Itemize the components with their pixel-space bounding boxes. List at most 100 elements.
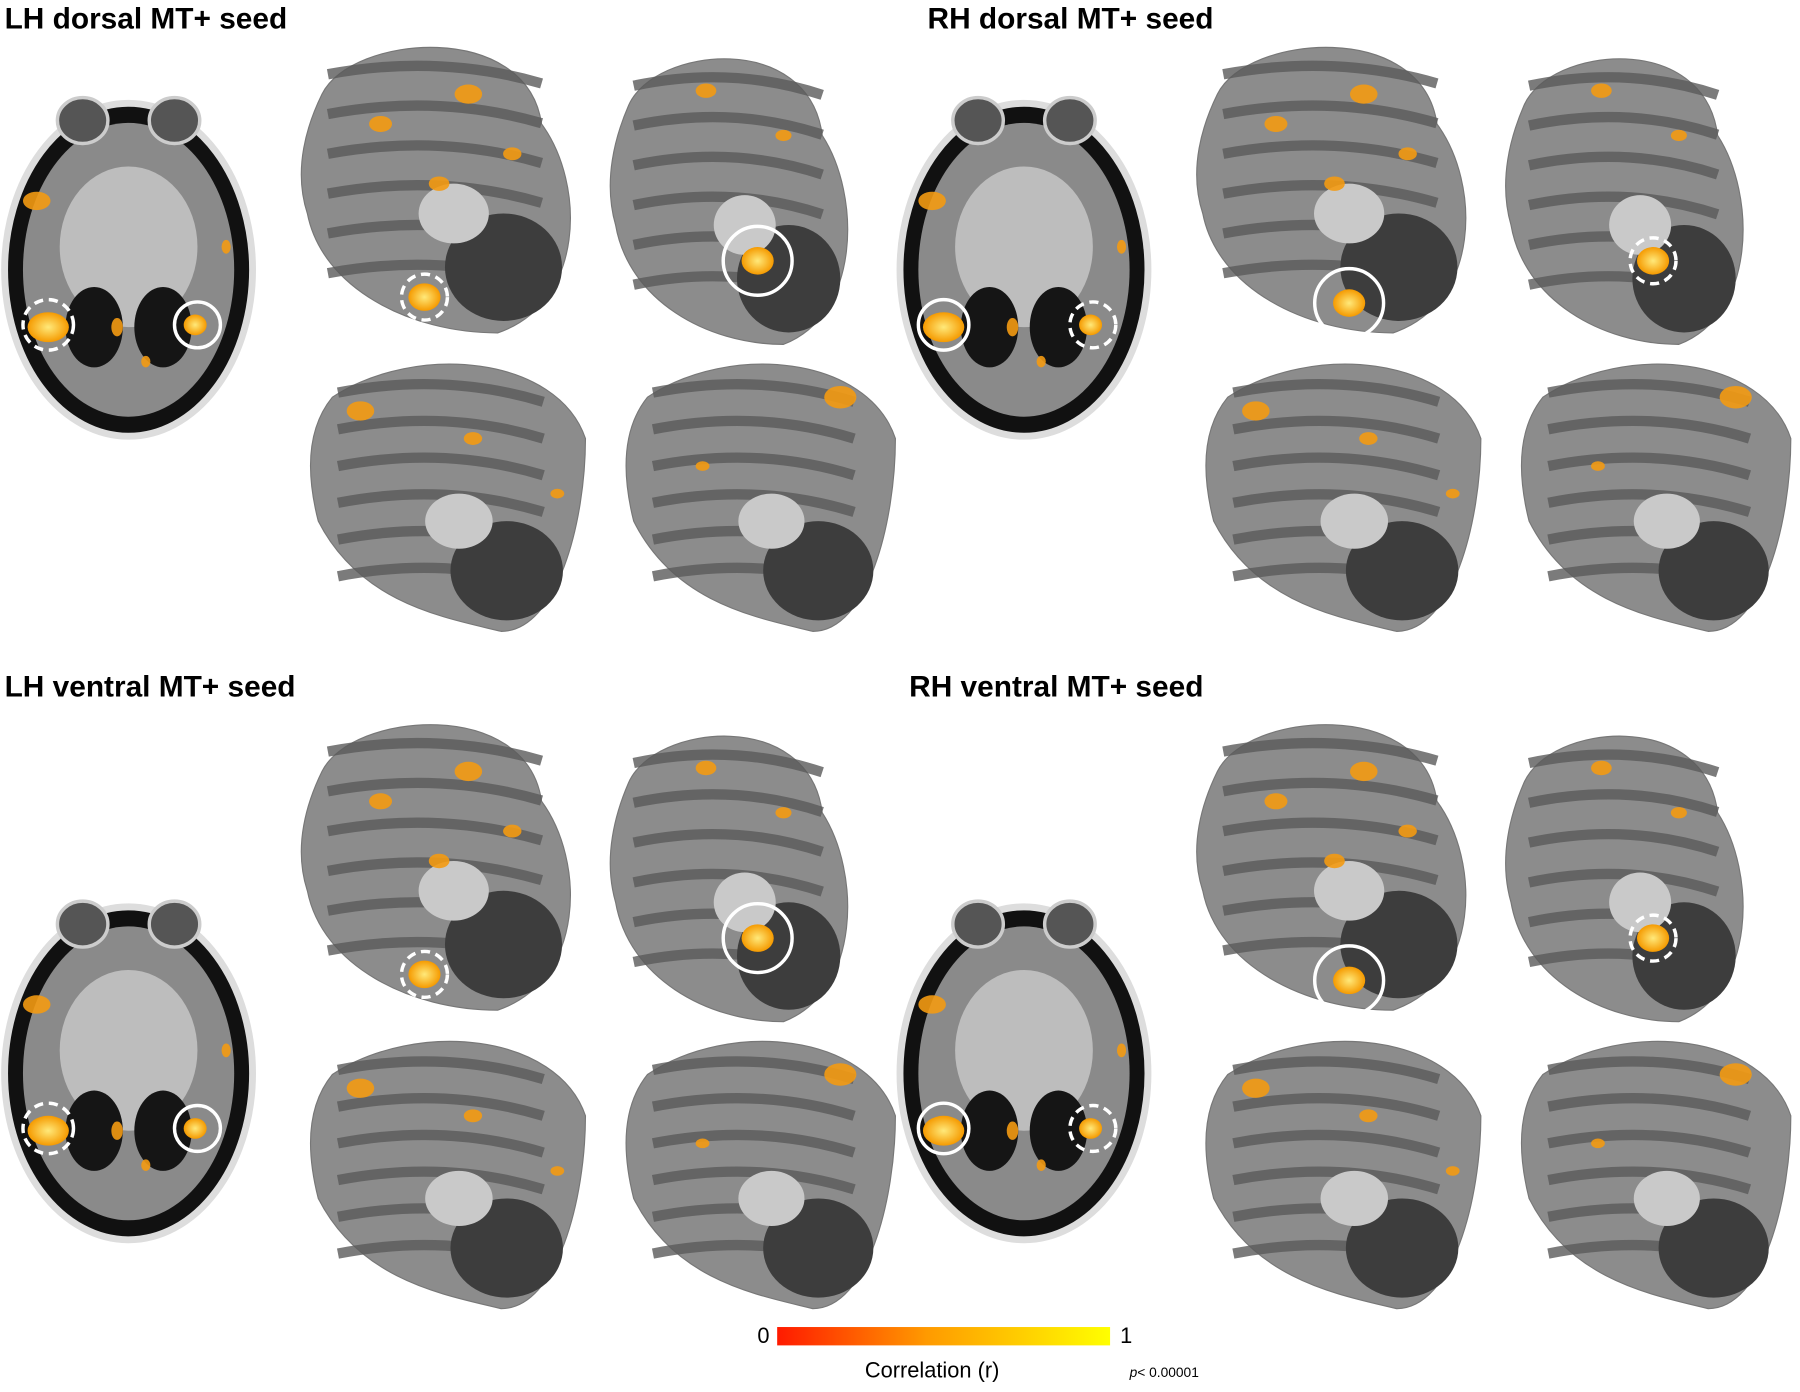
activation (503, 824, 522, 838)
activation (695, 1138, 710, 1149)
cerebellum (65, 1090, 123, 1171)
sulcus (632, 111, 824, 140)
occipital (444, 213, 563, 321)
activation (824, 385, 857, 409)
sulcus (1232, 1093, 1441, 1121)
activation (1242, 401, 1270, 421)
sulcus (1547, 1129, 1752, 1158)
activation (1242, 1078, 1270, 1098)
brain-surface (609, 58, 849, 345)
sulcus (1547, 452, 1752, 481)
activation (1398, 824, 1417, 838)
activation (695, 461, 710, 471)
occipital (1658, 1198, 1769, 1298)
activation (141, 355, 151, 368)
roi-circle (916, 297, 971, 352)
sulcus (1547, 1166, 1752, 1195)
occipital (1658, 521, 1769, 621)
sulcus (1547, 1093, 1752, 1121)
roi-circle (1628, 913, 1678, 963)
activation (428, 853, 450, 869)
roi-circle (172, 1103, 223, 1154)
activation (27, 1115, 69, 1146)
light-region (1633, 1170, 1700, 1227)
roi-circle (1068, 300, 1118, 350)
activation (22, 995, 51, 1014)
activation (1398, 147, 1417, 161)
occipital (450, 1198, 563, 1298)
brain-surface (1196, 46, 1467, 340)
activation (369, 793, 393, 810)
sulcus (1547, 415, 1752, 444)
activation (1591, 1138, 1605, 1149)
activation (1636, 247, 1670, 275)
activation (824, 1063, 857, 1086)
brain-surface (310, 1040, 587, 1310)
panel-title: RH ventral MT+ seed (909, 671, 1203, 704)
colorbar-label: Correlation (r) (865, 1358, 999, 1383)
sulcus (632, 151, 824, 180)
light-region (425, 493, 493, 549)
sulcus (336, 1093, 545, 1121)
occipital (763, 1198, 874, 1298)
axial-slice (1, 899, 257, 1244)
occipital (1340, 213, 1458, 321)
roi-circle (721, 901, 794, 975)
activation (741, 924, 774, 952)
brain-surface (1505, 58, 1744, 345)
sulcus (1222, 777, 1439, 806)
sulcus (1222, 737, 1439, 766)
light-region (738, 493, 805, 549)
brain-surface (1205, 363, 1482, 632)
eye (1042, 95, 1097, 146)
roi-circle (399, 949, 450, 1000)
activation (503, 147, 522, 161)
activation (1591, 760, 1612, 776)
panel-title: LH dorsal MT+ seed (5, 3, 288, 36)
sulcus (1232, 1166, 1441, 1195)
sulcus (1232, 1129, 1441, 1158)
sulcus (336, 452, 545, 481)
activation (346, 401, 375, 421)
activation (346, 1078, 375, 1098)
colorbar-tick: 0 (757, 1323, 769, 1348)
activation (918, 995, 946, 1014)
occipital (763, 521, 874, 621)
brain-surface (1505, 735, 1744, 1023)
brain-surface (625, 1040, 896, 1310)
activation (1445, 488, 1460, 499)
panel-title: LH ventral MT+ seed (5, 671, 296, 704)
brain-surface (1521, 363, 1792, 632)
sulcus (336, 1129, 545, 1158)
eye (147, 95, 202, 146)
sulcus (1528, 828, 1720, 857)
light-region (1609, 872, 1672, 933)
cerebellum (65, 286, 123, 368)
activation (1079, 314, 1103, 336)
panel-title: RH dorsal MT+ seed (928, 3, 1214, 36)
eye (147, 899, 202, 949)
activation (1719, 1063, 1752, 1086)
light-region (713, 195, 776, 255)
cerebellum (134, 286, 192, 368)
occipital (1345, 521, 1459, 621)
sulcus (336, 489, 545, 517)
light-region (1320, 493, 1389, 549)
sulcus (651, 489, 856, 517)
sulcus (1232, 1056, 1441, 1085)
light-region (1314, 860, 1385, 921)
sulcus (651, 452, 856, 481)
activation (741, 247, 774, 275)
sulcus (1222, 100, 1439, 129)
sulcus (632, 789, 824, 817)
sulcus (336, 1056, 545, 1085)
activation (1324, 853, 1345, 869)
activation (1006, 317, 1019, 337)
activation (1719, 385, 1752, 409)
white-matter (955, 166, 1093, 328)
activation (1333, 966, 1366, 995)
white-matter (59, 166, 198, 328)
sulcus (326, 777, 543, 806)
brain-surface (625, 363, 896, 632)
